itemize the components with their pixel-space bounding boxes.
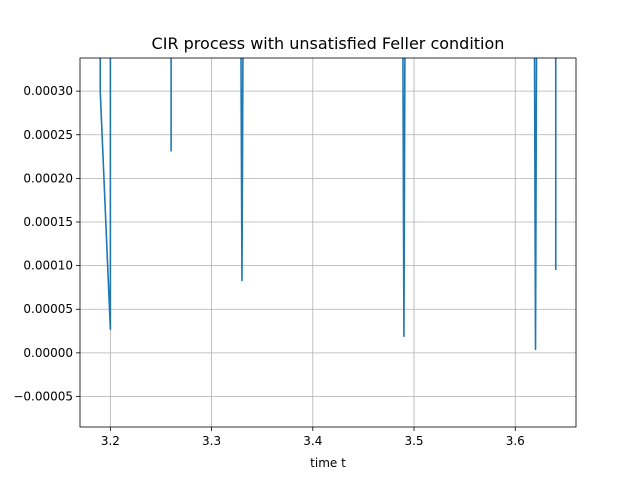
y-tick-label: 0.00000 <box>23 346 73 360</box>
y-tick-label: 0.00015 <box>23 215 73 229</box>
y-tick-label: −0.00005 <box>13 389 73 403</box>
x-tick-label: 3.2 <box>101 434 120 448</box>
y-tick-label: 0.00005 <box>23 302 73 316</box>
y-axis-ticks: −0.00005 0.00000 0.00005 0.00010 0.00015 0.00… <box>13 84 80 403</box>
x-tick-label: 3.4 <box>303 434 322 448</box>
y-tick-label: 0.00020 <box>23 171 73 185</box>
series-layer <box>99 58 557 351</box>
y-gridlines <box>80 90 576 397</box>
y-tick-label: 0.00025 <box>23 128 73 142</box>
x-tick-label: 3.6 <box>506 434 525 448</box>
y-tick-label: 0.00030 <box>23 84 73 98</box>
x-tick-label: 3.5 <box>404 434 423 448</box>
x-axis-label: time t <box>310 456 346 470</box>
plot-frame <box>79 57 577 428</box>
x-tick-label: 3.3 <box>202 434 221 448</box>
plot-area <box>80 58 576 427</box>
series-line <box>99 58 557 351</box>
x-axis-ticks: 3.2 3.3 3.4 3.5 3.6 <box>101 427 525 448</box>
chart-title: CIR process with unsatisfied Feller cond… <box>152 34 505 53</box>
y-tick-label: 0.00010 <box>23 259 73 273</box>
